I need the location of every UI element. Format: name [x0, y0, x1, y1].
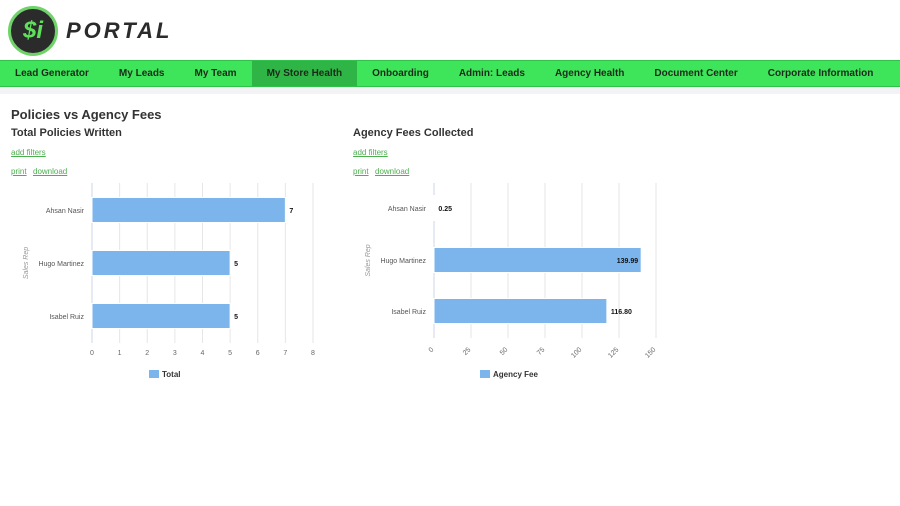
x-tick-label: 2 [145, 350, 149, 357]
data-label: 116.80 [611, 309, 632, 316]
nav-item-my-leads[interactable]: My Leads [118, 68, 165, 79]
bar [91, 197, 286, 223]
x-tick-label: 125 [607, 346, 620, 359]
download-link[interactable]: download [375, 167, 410, 176]
x-tick-label: 6 [256, 350, 260, 357]
logo[interactable]: $i PORTAL [8, 6, 172, 56]
bar [91, 250, 231, 276]
x-tick-label: 150 [644, 346, 657, 359]
logo-mark: $i [8, 6, 58, 56]
legend-swatch [149, 370, 159, 378]
x-tick-label: 0 [428, 346, 436, 354]
category-label: Hugo Martinez [380, 258, 426, 265]
x-tick-label: 1 [118, 350, 122, 357]
chart-title-fees: Agency Fees Collected [353, 127, 474, 139]
nav-item-lead-generator[interactable]: Lead Generator [15, 68, 89, 79]
data-label: 5 [234, 261, 238, 268]
nav-item-corporate-information[interactable]: Corporate Information [767, 68, 874, 79]
data-label: 7 [289, 208, 293, 215]
x-tick-label: 8 [311, 350, 315, 357]
nav-item-my-store-health[interactable]: My Store Health [251, 61, 358, 86]
data-label: 5 [234, 314, 238, 321]
x-tick-label: 100 [570, 346, 583, 359]
add-filters-link[interactable]: add filters [353, 148, 388, 157]
bar [433, 247, 642, 273]
legend-label: Total [162, 370, 181, 379]
category-label: Hugo Martinez [38, 261, 84, 268]
print-link[interactable]: print [11, 167, 27, 176]
category-label: Isabel Ruiz [391, 309, 426, 316]
bar [91, 303, 231, 329]
nav-item-onboarding[interactable]: Onboarding [372, 68, 429, 79]
x-tick-label: 5 [228, 350, 232, 357]
x-tick-label: 4 [201, 350, 205, 357]
y-axis-title: Sales Rep [365, 244, 372, 276]
data-label: 139.99 [617, 258, 639, 265]
legend-swatch [480, 370, 490, 378]
x-tick-label: 75 [536, 346, 547, 357]
nav-item-my-team[interactable]: My Team [194, 68, 237, 79]
main-nav: Lead Generator My Leads My Team My Store He… [0, 60, 900, 87]
x-tick-label: 50 [499, 346, 510, 357]
x-tick-label: 3 [173, 350, 177, 357]
download-link[interactable]: download [33, 167, 68, 176]
nav-item-agency-health[interactable]: Agency Health [554, 68, 625, 79]
legend-label: Agency Fee [493, 370, 538, 379]
category-label: Ahsan Nasir [388, 206, 427, 213]
nav-item-admin-leads[interactable]: Admin: Leads [458, 68, 525, 79]
logo-text: PORTAL [66, 18, 173, 43]
add-filters-link[interactable]: add filters [11, 148, 46, 157]
page-title: Policies vs Agency Fees [11, 107, 162, 122]
category-label: Isabel Ruiz [49, 314, 84, 321]
category-label: Ahsan Nasir [46, 208, 85, 215]
nav-item-document-center[interactable]: Document Center [654, 68, 738, 79]
y-axis-title: Sales Rep [23, 247, 30, 279]
x-tick-label: 0 [90, 350, 94, 357]
print-link[interactable]: print [353, 167, 369, 176]
bar [433, 298, 608, 324]
chart-title-policies: Total Policies Written [11, 127, 122, 139]
x-tick-label: 7 [283, 350, 287, 357]
bar [433, 195, 435, 221]
data-label: 0.25 [438, 206, 452, 213]
sub-bar [0, 87, 900, 94]
x-tick-label: 25 [462, 346, 473, 357]
